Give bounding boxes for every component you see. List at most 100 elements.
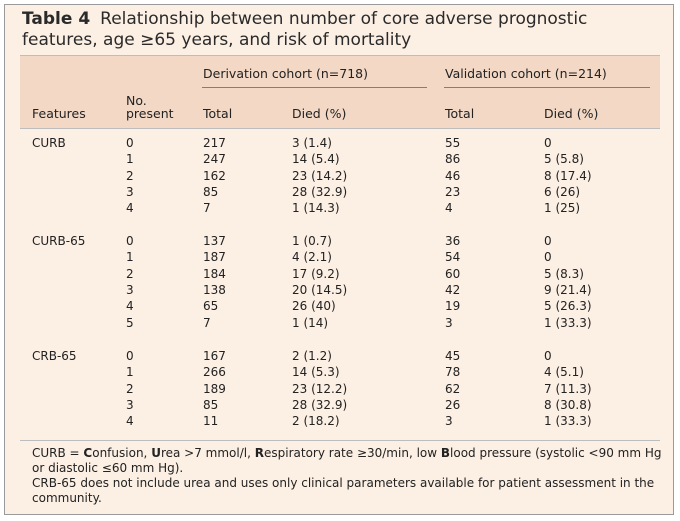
validation-total-header: Total	[445, 106, 475, 121]
derivation-died-cell: 4 (2.1)	[292, 250, 332, 265]
footnote-crb65: CRB-65 does not include urea and uses on…	[32, 476, 655, 505]
validation-died-cell: 4 (5.1)	[544, 365, 584, 380]
validation-total-cell: 23	[445, 184, 461, 199]
no-present-cell: 1	[126, 250, 134, 265]
no-present-cell: 1	[126, 365, 134, 380]
derivation-total-cell: 137	[203, 234, 226, 248]
derivation-total-header: Total	[203, 106, 233, 121]
validation-died-cell: 5 (5.8)	[544, 152, 584, 167]
derivation-died-cell: 1 (14.3)	[292, 201, 340, 216]
footnote-text: rea >7 mmol/l,	[160, 446, 255, 460]
no-present-cell: 3	[126, 397, 134, 412]
derivation-group-rule	[202, 87, 427, 88]
derivation-died-cell: 2 (1.2)	[292, 349, 332, 363]
derivation-died-cell: 1 (14)	[292, 315, 329, 330]
header-band	[20, 56, 660, 128]
validation-died-cell: 0	[544, 136, 552, 150]
derivation-died-cell: 3 (1.4)	[292, 136, 332, 150]
no-present-cell: 0	[126, 234, 134, 248]
validation-total-cell: 62	[445, 381, 461, 396]
footnote-curb: CURB = Confusion, Urea >7 mmol/l, Respir…	[32, 446, 662, 475]
no-present-cell: 1	[126, 152, 134, 167]
validation-total-cell: 45	[445, 349, 461, 363]
table-caption: Relationship between number of core adve…	[22, 9, 588, 50]
derivation-total-cell: 247	[203, 152, 226, 167]
validation-died-cell: 0	[544, 349, 552, 363]
derivation-total-cell: 65	[203, 299, 219, 314]
header-divider	[20, 128, 660, 129]
validation-total-cell: 26	[445, 397, 461, 412]
derivation-died-cell: 14 (5.3)	[292, 365, 340, 380]
derivation-died-cell: 26 (40)	[292, 299, 336, 314]
derivation-cohort-header: Derivation cohort (n=718)	[203, 66, 369, 81]
validation-died-cell: 5 (8.3)	[544, 266, 584, 281]
validation-total-cell: 55	[445, 136, 461, 150]
validation-died-cell: 1 (33.3)	[544, 315, 592, 330]
no-present-cell: 4	[126, 414, 134, 429]
derivation-total-cell: 7	[203, 315, 211, 330]
no-present-cell: 3	[126, 282, 134, 297]
validation-group-rule	[444, 87, 650, 88]
no-present-cell: 4	[126, 299, 134, 314]
no-present-cell: 0	[126, 349, 134, 363]
derivation-died-cell: 20 (14.5)	[292, 282, 348, 297]
validation-total-cell: 46	[445, 168, 461, 183]
validation-total-cell: 42	[445, 282, 461, 297]
validation-total-cell: 60	[445, 266, 461, 281]
validation-died-cell: 5 (26.3)	[544, 299, 592, 314]
validation-total-cell: 36	[445, 234, 461, 248]
validation-died-cell: 0	[544, 250, 552, 265]
validation-total-cell: 78	[445, 365, 461, 380]
no-present-cell: 0	[126, 136, 134, 150]
validation-total-cell: 54	[445, 250, 461, 265]
validation-died-cell: 8 (30.8)	[544, 397, 592, 412]
validation-died-cell: 1 (25)	[544, 201, 581, 216]
footnote-text: CURB =	[32, 446, 84, 460]
derivation-died-cell: 23 (12.2)	[292, 381, 348, 396]
validation-died-cell: 8 (17.4)	[544, 168, 592, 183]
validation-total-cell: 86	[445, 152, 461, 167]
no-present-cell: 2	[126, 381, 134, 396]
no-present-cell: 5	[126, 315, 134, 330]
derivation-died-cell: 17 (9.2)	[292, 266, 340, 281]
derivation-died-cell: 23 (14.2)	[292, 168, 348, 183]
table-title: Table 4 Relationship between number of co…	[22, 9, 662, 51]
derivation-died-header: Died (%)	[292, 106, 347, 121]
derivation-total-cell: 85	[203, 397, 219, 412]
footnote-divider	[20, 440, 660, 441]
no-present-cell: 4	[126, 201, 134, 216]
derivation-total-cell: 217	[203, 136, 226, 150]
validation-total-cell: 19	[445, 299, 461, 314]
features-header: Features	[32, 106, 86, 121]
derivation-died-cell: 28 (32.9)	[292, 184, 348, 199]
derivation-died-cell: 2 (18.2)	[292, 414, 340, 429]
no-present-cell: 2	[126, 168, 134, 183]
validation-died-cell: 6 (26)	[544, 184, 581, 199]
validation-died-header: Died (%)	[544, 106, 599, 121]
no-present-header-1: No.	[126, 93, 147, 108]
footnote-initial: R	[254, 446, 264, 460]
derivation-died-cell: 1 (0.7)	[292, 234, 332, 248]
derivation-total-cell: 11	[203, 414, 219, 429]
derivation-total-cell: 187	[203, 250, 226, 265]
no-present-cell: 2	[126, 266, 134, 281]
derivation-total-cell: 138	[203, 282, 226, 297]
validation-cohort-header: Validation cohort (n=214)	[445, 66, 607, 81]
no-present-cell: 3	[126, 184, 134, 199]
validation-total-cell: 3	[445, 315, 453, 330]
validation-died-cell: 9 (21.4)	[544, 282, 592, 297]
footnote-text: onfusion,	[92, 446, 152, 460]
derivation-total-cell: 7	[203, 201, 211, 216]
footnote-text: lood pressure (systolic <90 mm Hg or dia…	[32, 446, 662, 475]
footnote-initial: U	[151, 446, 161, 460]
feature-group-label: CURB	[32, 136, 66, 150]
validation-total-cell: 3	[445, 414, 453, 429]
derivation-died-cell: 14 (5.4)	[292, 152, 340, 167]
feature-group-label: CURB-65	[32, 234, 86, 248]
no-present-header-2: present	[126, 106, 174, 121]
feature-group-label: CRB-65	[32, 349, 77, 363]
validation-total-cell: 4	[445, 201, 453, 216]
footnote-initial: B	[440, 446, 451, 460]
derivation-died-cell: 28 (32.9)	[292, 397, 348, 412]
validation-died-cell: 7 (11.3)	[544, 381, 592, 396]
